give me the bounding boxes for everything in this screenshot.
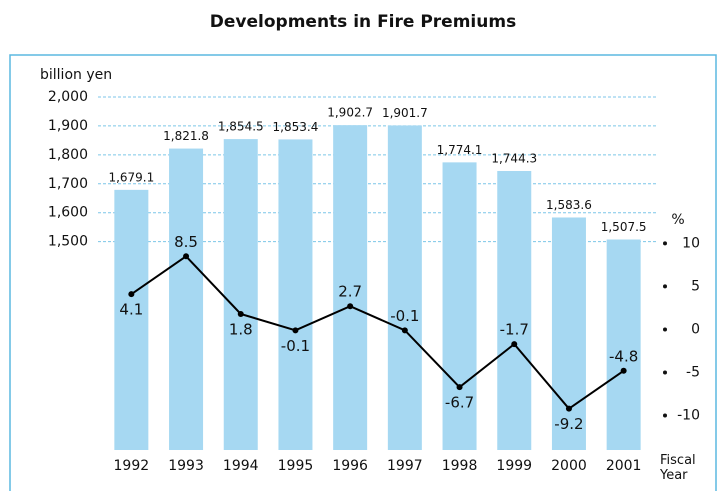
y2-tick-label: -10 (677, 408, 700, 424)
growth-label: -6.7 (445, 394, 474, 412)
growth-label: -0.1 (281, 337, 310, 355)
x-tick-label: 1998 (442, 458, 478, 474)
growth-label: -9.2 (554, 415, 583, 433)
growth-label: -0.1 (390, 307, 419, 325)
growth-point (237, 310, 244, 317)
y-tick-label: 1,600 (48, 205, 88, 221)
y2-tick-label: -5 (686, 365, 700, 381)
x-tick-label: 1992 (114, 458, 150, 474)
y-tick-label: 1,900 (48, 118, 88, 134)
bar-value-label: 1,774.1 (437, 143, 483, 157)
bar (169, 148, 204, 450)
frame (9, 54, 717, 491)
growth-label: -1.7 (500, 321, 529, 339)
y2-tick-mark (663, 370, 667, 375)
bar (497, 170, 532, 450)
x-tick-label: 2001 (606, 458, 642, 474)
y2-tick-label: 0 (691, 321, 700, 337)
y2-tick-mark (663, 241, 667, 246)
growth-label: 8.5 (174, 233, 198, 251)
x-tick-label: 1995 (278, 458, 314, 474)
y2-axis-label: % (671, 212, 684, 228)
bar-value-label: 1,679.1 (108, 170, 154, 184)
y2-tick-label: 5 (691, 278, 700, 294)
growth-point (347, 303, 354, 310)
bar-value-label: 1,583.6 (546, 198, 592, 212)
growth-point (128, 291, 135, 298)
bar-value-label: 1,853.4 (273, 120, 319, 134)
bar (606, 239, 641, 450)
bar-value-label: 1,902.7 (327, 106, 373, 120)
bar-value-label: 1,507.5 (601, 220, 647, 234)
growth-label: 1.8 (229, 320, 253, 338)
bar-value-label: 1,744.3 (491, 151, 537, 165)
growth-point (401, 327, 408, 334)
y2-tick-mark (663, 327, 667, 332)
bar-value-label: 1,901.7 (382, 106, 428, 120)
bar (223, 139, 258, 450)
growth-point (292, 327, 299, 334)
growth-point (456, 384, 463, 391)
bar-value-label: 1,854.5 (218, 120, 264, 134)
y-tick-label: 1,500 (48, 234, 88, 250)
y-tick-label: 1,700 (48, 176, 88, 192)
bar-value-label: 1,821.8 (163, 129, 209, 143)
chart-title: Developments in Fire Premiums (210, 12, 516, 32)
growth-line (130, 254, 625, 411)
y-tick-label: 2,000 (48, 89, 88, 105)
growth-label: -4.8 (609, 347, 638, 365)
y-tick-label: 1,800 (48, 147, 88, 163)
growth-label: 2.7 (338, 283, 362, 301)
y-axis-label: billion yen (40, 67, 112, 83)
y2-tick-mark (663, 413, 667, 418)
growth-point (620, 367, 627, 374)
x-axis-label: Fiscal Year (659, 453, 696, 483)
x-tick-label: 2000 (551, 458, 587, 474)
y2-tick-label: 10 (682, 235, 700, 251)
x-tick-label: 1997 (387, 458, 423, 474)
growth-point (565, 405, 572, 412)
growth-point (183, 253, 190, 260)
bar (442, 162, 477, 451)
x-tick-label: 1994 (223, 458, 259, 474)
x-tick-label: 1996 (332, 458, 368, 474)
x-tick-label: 1999 (496, 458, 532, 474)
growth-point (511, 341, 518, 348)
y2-tick-mark (663, 284, 667, 289)
growth-label: 4.1 (119, 301, 143, 319)
bar (333, 125, 368, 450)
bar (114, 189, 149, 450)
x-tick-label: 1993 (168, 458, 204, 474)
bar (387, 125, 422, 451)
bar (278, 139, 313, 451)
